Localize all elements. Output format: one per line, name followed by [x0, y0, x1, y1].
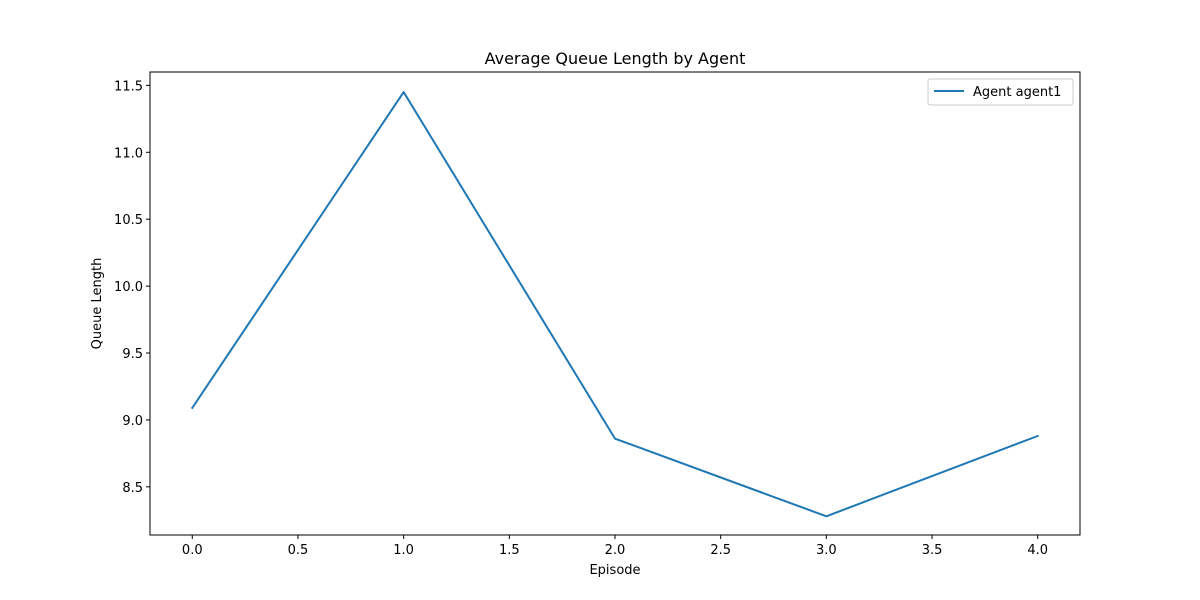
legend-entry-label: Agent agent1	[973, 85, 1061, 100]
plot-area	[150, 72, 1080, 535]
y-axis-ticks: 8.5 9.0 9.5 10.0 10.5 11.0 11.5	[114, 79, 150, 496]
y-tick-label: 10.5	[114, 213, 143, 228]
chart-title: Average Queue Length by Agent	[485, 49, 746, 68]
series-layer	[190, 91, 1040, 518]
y-tick-label: 8.5	[122, 481, 143, 496]
x-tick-label: 3.0	[816, 543, 837, 558]
x-axis-label: Episode	[589, 563, 640, 578]
x-axis-ticks: 0.0 0.5 1.0 1.5 2.0 2.5 3.0 3.5 4.0	[182, 535, 1048, 558]
x-tick-label: 0.5	[288, 543, 309, 558]
x-tick-label: 1.0	[393, 543, 414, 558]
y-tick-label: 10.0	[114, 280, 143, 295]
y-tick-label: 9.0	[122, 414, 143, 429]
x-tick-label: 2.5	[710, 543, 731, 558]
x-tick-label: 4.0	[1027, 543, 1048, 558]
legend-box	[927, 78, 1074, 106]
series-line-0	[190, 91, 1040, 518]
y-tick-label: 9.5	[122, 347, 143, 362]
x-tick-label: 1.5	[499, 543, 520, 558]
plot-frame	[149, 71, 1081, 536]
x-tick-label: 0.0	[182, 543, 203, 558]
y-axis-label: Queue Length	[90, 258, 105, 350]
legend: Agent agent1	[927, 78, 1074, 106]
x-tick-label: 2.0	[605, 543, 626, 558]
y-tick-label: 11.0	[114, 146, 143, 161]
x-tick-label: 3.5	[922, 543, 943, 558]
y-tick-label: 11.5	[114, 79, 143, 94]
